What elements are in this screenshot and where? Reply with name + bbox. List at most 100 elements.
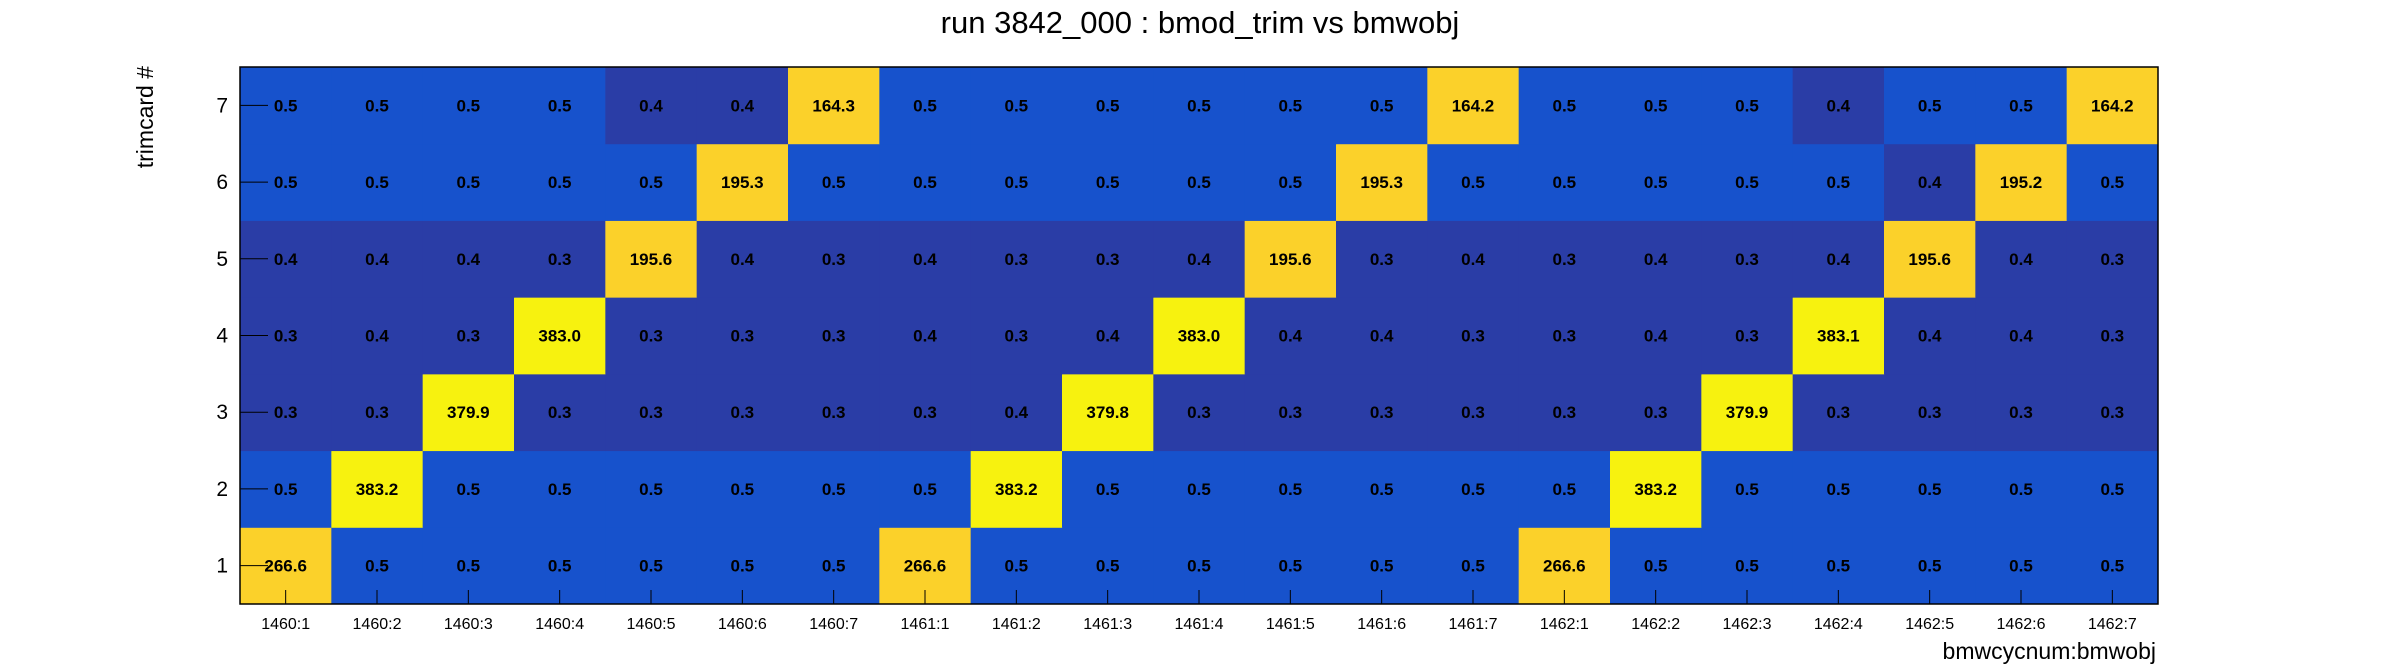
x-tick-label: 1461:1 bbox=[901, 616, 950, 633]
cell-value-label: 379.9 bbox=[447, 403, 490, 422]
cell-value-label: 0.3 bbox=[1370, 250, 1394, 269]
cell-value-label: 0.4 bbox=[639, 96, 663, 115]
cell-value-label: 0.4 bbox=[731, 250, 755, 269]
heatmap-cell bbox=[788, 67, 880, 145]
heatmap-cell bbox=[1884, 143, 1976, 221]
cell-value-label: 0.5 bbox=[1279, 96, 1303, 115]
cell-value-label: 0.5 bbox=[913, 96, 937, 115]
heatmap-cell bbox=[2066, 220, 2159, 298]
cell-value-label: 0.3 bbox=[731, 403, 755, 422]
heatmap-cell bbox=[970, 450, 1063, 528]
heatmap-cell bbox=[514, 297, 606, 375]
heatmap-cell bbox=[1975, 220, 2068, 298]
heatmap-cell bbox=[970, 67, 1063, 145]
x-tick-label: 1461:7 bbox=[1449, 616, 1498, 633]
heatmap-cell bbox=[1610, 67, 1702, 145]
heatmap-cell bbox=[514, 450, 606, 528]
x-tick-label: 1462:4 bbox=[1814, 616, 1863, 633]
cell-value-label: 0.5 bbox=[548, 96, 572, 115]
cell-value-label: 0.4 bbox=[1005, 403, 1029, 422]
cell-value-label: 379.8 bbox=[1086, 403, 1129, 422]
heatmap-cell bbox=[1336, 450, 1428, 528]
heatmap-cell bbox=[1884, 373, 1976, 452]
heatmap-cell bbox=[1244, 143, 1337, 221]
heatmap-cell bbox=[1701, 220, 1794, 298]
cell-value-label: 0.5 bbox=[1096, 96, 1120, 115]
heatmap-cell bbox=[331, 297, 424, 375]
heatmap-cell bbox=[879, 373, 972, 452]
heatmap-cell bbox=[422, 450, 515, 528]
cell-value-label: 0.4 bbox=[2009, 250, 2033, 269]
cell-value-label: 0.5 bbox=[1461, 557, 1485, 576]
heatmap-cell bbox=[1336, 143, 1428, 221]
heatmap-cell bbox=[879, 220, 972, 298]
cell-value-label: 0.5 bbox=[365, 96, 389, 115]
heatmap-cell bbox=[879, 67, 972, 145]
cell-value-label: 0.5 bbox=[548, 480, 572, 499]
heatmap-cell bbox=[1792, 297, 1885, 375]
cell-value-label: 383.0 bbox=[538, 327, 581, 346]
cell-value-label: 0.5 bbox=[2009, 557, 2033, 576]
cell-value-label: 0.5 bbox=[1005, 173, 1029, 192]
cell-value-label: 0.5 bbox=[2101, 480, 2125, 499]
cell-value-label: 0.5 bbox=[1827, 173, 1851, 192]
cell-value-label: 0.3 bbox=[1553, 327, 1577, 346]
cell-value-label: 0.3 bbox=[1461, 403, 1485, 422]
cell-value-label: 0.3 bbox=[1827, 403, 1851, 422]
cell-value-label: 0.3 bbox=[913, 403, 937, 422]
heatmap-cell bbox=[1427, 220, 1520, 298]
cell-value-label: 0.5 bbox=[1735, 557, 1759, 576]
heatmap-cell bbox=[1792, 67, 1885, 145]
cell-value-label: 0.3 bbox=[639, 403, 663, 422]
cell-value-label: 0.4 bbox=[1187, 250, 1211, 269]
y-tick-label: 1 bbox=[216, 555, 228, 578]
cell-value-label: 0.3 bbox=[548, 403, 572, 422]
heatmap-cell bbox=[1244, 373, 1337, 452]
cell-value-label: 0.3 bbox=[822, 403, 846, 422]
x-tick-label: 1462:3 bbox=[1723, 616, 1772, 633]
heatmap-cell bbox=[605, 67, 698, 145]
heatmap-cell bbox=[1153, 220, 1246, 298]
x-tick-label: 1461:4 bbox=[1175, 616, 1224, 633]
heatmap-cell bbox=[879, 297, 972, 375]
cell-value-label: 0.5 bbox=[274, 480, 298, 499]
cell-value-label: 0.5 bbox=[1918, 480, 1942, 499]
y-tick-label: 5 bbox=[216, 248, 228, 271]
heatmap-cell bbox=[1610, 373, 1702, 452]
x-tick-label: 1460:2 bbox=[353, 616, 402, 633]
cell-value-label: 0.3 bbox=[1553, 403, 1577, 422]
cell-value-label: 0.5 bbox=[1096, 480, 1120, 499]
cell-value-label: 0.5 bbox=[274, 96, 298, 115]
heatmap-cell bbox=[1427, 373, 1520, 452]
x-tick-label: 1460:6 bbox=[718, 616, 767, 633]
heatmap-cell bbox=[1062, 220, 1154, 298]
heatmap-cell bbox=[1153, 67, 1246, 145]
cell-value-label: 0.3 bbox=[2101, 403, 2125, 422]
x-tick-label: 1461:5 bbox=[1266, 616, 1315, 633]
cell-value-label: 0.5 bbox=[548, 173, 572, 192]
cell-value-label: 0.5 bbox=[457, 173, 481, 192]
cell-value-label: 0.3 bbox=[274, 327, 298, 346]
heatmap-cell bbox=[1336, 373, 1428, 452]
x-tick-label: 1460:3 bbox=[444, 616, 493, 633]
cell-value-label: 0.5 bbox=[2009, 480, 2033, 499]
cell-value-label: 0.5 bbox=[1096, 557, 1120, 576]
y-tick-label: 7 bbox=[216, 94, 228, 117]
cell-value-label: 0.4 bbox=[1918, 327, 1942, 346]
heatmap-cell bbox=[970, 143, 1063, 221]
heatmap-cell bbox=[1701, 67, 1794, 145]
cell-value-label: 0.5 bbox=[1461, 173, 1485, 192]
cell-value-label: 0.5 bbox=[1005, 96, 1029, 115]
y-tick-label: 4 bbox=[216, 325, 228, 348]
cell-value-label: 0.5 bbox=[1735, 96, 1759, 115]
cell-value-label: 383.2 bbox=[1634, 480, 1677, 499]
cell-value-label: 0.5 bbox=[2101, 557, 2125, 576]
x-tick-label: 1460:4 bbox=[535, 616, 584, 633]
heatmap-cell bbox=[1792, 143, 1885, 221]
heatmap-cell bbox=[788, 297, 880, 375]
cell-value-label: 195.3 bbox=[721, 173, 764, 192]
cell-value-label: 195.6 bbox=[1269, 250, 1312, 269]
x-tick-label: 1460:1 bbox=[261, 616, 310, 633]
heatmap-cell bbox=[1244, 220, 1337, 298]
